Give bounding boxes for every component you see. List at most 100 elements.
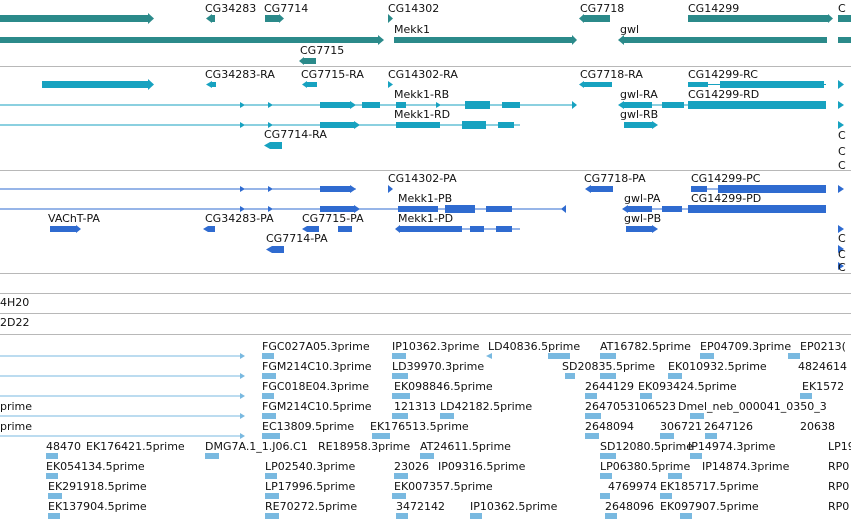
gene-label[interactable]: C (838, 2, 846, 15)
est-label[interactable]: 306721 (660, 420, 702, 433)
est-label[interactable]: 2644129 (585, 380, 634, 393)
protein-label[interactable]: CG7718-PA (584, 172, 646, 185)
est-label[interactable]: EC13809.5prime (262, 420, 355, 433)
est-label[interactable]: IP10362.3prime (392, 340, 480, 353)
est-label[interactable]: LD40836.5prime (488, 340, 581, 353)
protein-label[interactable]: C (838, 248, 846, 261)
est-label[interactable]: RE70272.5prime (265, 500, 358, 513)
transcript-track-glyphs[interactable] (0, 79, 844, 149)
protein-label[interactable]: CG14299-PD (691, 192, 762, 205)
est-label[interactable]: 2647126 (704, 420, 753, 433)
est-label[interactable]: EK185717.5prime (660, 480, 759, 493)
transcript-label[interactable]: Mekk1-RB (394, 88, 450, 101)
est-label[interactable]: IP14874.3prime (702, 460, 790, 473)
gene-label[interactable]: CG14299 (688, 2, 740, 15)
est-label[interactable]: 3472142 (396, 500, 445, 513)
est-label[interactable]: 4824614 (798, 360, 847, 373)
protein-label[interactable]: Mekk1-PB (398, 192, 453, 205)
est-label[interactable]: 106523 (634, 400, 676, 413)
est-label[interactable]: 20638 (800, 420, 835, 433)
est-label[interactable]: 2648096 (605, 500, 654, 513)
est-label[interactable]: FGM214C10.3prime (262, 360, 372, 373)
est-label[interactable]: EK291918.5prime (48, 480, 147, 493)
est-label[interactable]: IP10362.5prime (470, 500, 558, 513)
est-label[interactable]: LP02540.3prime (265, 460, 356, 473)
est-label[interactable]: EK010932.5prime (668, 360, 767, 373)
est-label[interactable]: RP0 (828, 460, 850, 473)
transcript-label[interactable]: CG7718-RA (580, 68, 643, 81)
est-label[interactable]: EP04709.3prime (700, 340, 792, 353)
est-label[interactable]: 2648094 (585, 420, 634, 433)
protein-track-glyphs[interactable] (0, 185, 844, 270)
transcript-label[interactable]: CG14299-RD (688, 88, 760, 101)
transcript-label[interactable]: C (838, 129, 846, 142)
est-label[interactable]: LP17996.5prime (265, 480, 356, 493)
est-label[interactable]: DMG7A.1_1.J06.C1 (205, 440, 308, 453)
est-label[interactable]: RE18958.3prime (318, 440, 411, 453)
est-label[interactable]: LP06380.5prime (600, 460, 691, 473)
est-track-glyphs[interactable] (0, 353, 812, 519)
est-label[interactable]: prime (0, 420, 33, 433)
track-label-2d22[interactable]: 2D22 (0, 316, 30, 329)
protein-label[interactable]: Mekk1-PD (398, 212, 454, 225)
track-label-4h20[interactable]: 4H20 (0, 296, 30, 309)
est-label[interactable]: EK137904.5prime (48, 500, 147, 513)
gene-label[interactable]: CG34283 (205, 2, 257, 15)
gene-label[interactable]: gwl (620, 23, 640, 36)
protein-label[interactable]: VAChT-PA (48, 212, 100, 225)
est-label[interactable]: EK098846.5prime (394, 380, 493, 393)
est-label[interactable]: LD39970.3prime (392, 360, 485, 373)
transcript-label[interactable]: C (838, 159, 846, 172)
protein-label[interactable]: gwl-PB (624, 212, 662, 225)
est-label[interactable]: 48470 (46, 440, 81, 453)
gene-label[interactable]: Mekk1 (394, 23, 430, 36)
protein-label[interactable]: CG14302-PA (388, 172, 457, 185)
est-label[interactable]: prime (0, 400, 33, 413)
est-label[interactable]: IP14974.3prime (688, 440, 776, 453)
est-label[interactable]: 2647053 (585, 400, 634, 413)
est-label[interactable]: FGC027A05.3prime (262, 340, 370, 353)
protein-label[interactable]: C (838, 232, 846, 245)
est-label[interactable]: FGM214C10.5prime (262, 400, 372, 413)
est-label[interactable]: 4769974 (608, 480, 657, 493)
transcript-label[interactable]: CG34283-RA (205, 68, 275, 81)
est-label[interactable]: EK093424.5prime (638, 380, 737, 393)
gene-label[interactable]: CG14302 (388, 2, 440, 15)
est-label[interactable]: 23026 (394, 460, 429, 473)
transcript-label[interactable]: Mekk1-RD (394, 108, 451, 121)
est-label[interactable]: Dmel_neb_000041_0350_3 (678, 400, 827, 413)
gene-track-glyphs[interactable] (0, 13, 851, 65)
est-label[interactable]: AT16782.5prime (600, 340, 691, 353)
transcript-label[interactable]: gwl-RA (620, 88, 658, 101)
est-label[interactable]: EK054134.5prime (46, 460, 145, 473)
est-label[interactable]: AT24611.5prime (420, 440, 511, 453)
transcript-label[interactable]: CG7714-RA (264, 128, 327, 141)
est-label[interactable]: IP09316.5prime (438, 460, 526, 473)
est-label[interactable]: LD42182.5prime (440, 400, 533, 413)
transcript-label[interactable]: gwl-RB (620, 108, 659, 121)
protein-label[interactable]: CG14299-PC (691, 172, 761, 185)
transcript-label[interactable]: CG14299-RC (688, 68, 758, 81)
gene-label[interactable]: CG7718 (580, 2, 625, 15)
est-label[interactable]: LP19 (828, 440, 851, 453)
est-label[interactable]: RP0 (828, 500, 850, 513)
protein-label[interactable]: CG7714-PA (266, 232, 328, 245)
protein-label[interactable]: gwl-PA (624, 192, 661, 205)
protein-label[interactable]: CG34283-PA (205, 212, 274, 225)
transcript-label[interactable]: CG7715-RA (301, 68, 364, 81)
est-label[interactable]: EK1572 (802, 380, 845, 393)
est-label[interactable]: EK097907.5prime (660, 500, 759, 513)
est-label[interactable]: RP0 (828, 480, 850, 493)
est-label[interactable]: EP0213( (800, 340, 846, 353)
protein-label[interactable]: C (838, 261, 846, 274)
est-label[interactable]: EK176421.5prime (86, 440, 185, 453)
gene-label[interactable]: CG7715 (300, 44, 345, 57)
est-label[interactable]: SD12080.5prime (600, 440, 693, 453)
transcript-label[interactable]: C (838, 145, 846, 158)
est-label[interactable]: SD20835.5prime (562, 360, 655, 373)
est-label[interactable]: FGC018E04.3prime (262, 380, 370, 393)
transcript-label[interactable]: CG14302-RA (388, 68, 458, 81)
protein-label[interactable]: CG7715-PA (302, 212, 364, 225)
gene-label[interactable]: CG7714 (264, 2, 309, 15)
est-label[interactable]: EK176513.5prime (370, 420, 469, 433)
